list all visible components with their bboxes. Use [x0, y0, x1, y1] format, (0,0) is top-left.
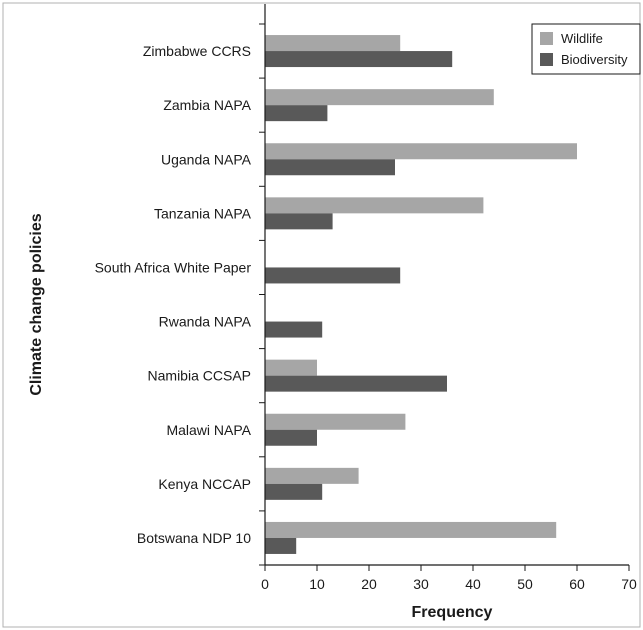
x-tick-label: 70 [621, 576, 637, 592]
category-label: Uganda NAPA [161, 151, 252, 167]
bar-wildlife-9 [265, 521, 557, 538]
x-axis-title: Frequency [412, 604, 493, 621]
legend-label-biodiversity: Biodiversity [561, 52, 628, 67]
x-tick-label: 0 [261, 576, 269, 592]
category-labels: Zimbabwe CCRS Zambia NAPA Uganda NAPA Tanza… [95, 43, 252, 546]
bar-wildlife-3 [265, 197, 484, 214]
bar-biodiversity-9 [265, 537, 297, 554]
bar-wildlife-8 [265, 467, 359, 484]
category-label: Botswana NDP 10 [137, 530, 251, 546]
category-label: Namibia CCSAP [148, 368, 251, 384]
bar-biodiversity-6 [265, 375, 447, 392]
bar-biodiversity-5 [265, 321, 323, 338]
x-tick-label: 10 [309, 576, 325, 592]
bar-wildlife-7 [265, 413, 406, 430]
legend-swatch-wildlife [540, 32, 553, 45]
bar-wildlife-6 [265, 359, 317, 376]
x-tick-label: 20 [361, 576, 377, 592]
bar-biodiversity-7 [265, 429, 317, 446]
category-label: Malawi NAPA [166, 422, 251, 438]
x-tick-label: 60 [569, 576, 585, 592]
category-label: Rwanda NAPA [159, 314, 252, 330]
bar-biodiversity-2 [265, 159, 395, 176]
legend-label-wildlife: Wildlife [561, 31, 603, 46]
bar-biodiversity-4 [265, 267, 401, 284]
category-label: Zambia NAPA [163, 97, 251, 113]
x-tick-label: 50 [517, 576, 533, 592]
bar-wildlife-0 [265, 35, 401, 52]
y-axis-title: Climate change policies [28, 213, 45, 395]
legend-swatch-biodiversity [540, 53, 553, 66]
x-tick-label: 30 [413, 576, 429, 592]
category-label: Kenya NCCAP [158, 476, 251, 492]
category-label: Zimbabwe CCRS [143, 43, 251, 59]
bar-wildlife-2 [265, 143, 577, 160]
x-tick-label: 40 [465, 576, 481, 592]
bar-wildlife-1 [265, 89, 494, 106]
x-axis-ticks: 0 10 20 30 40 50 60 70 [259, 23, 637, 592]
bar-biodiversity-3 [265, 213, 333, 230]
bar-biodiversity-8 [265, 483, 323, 500]
legend: Wildlife Biodiversity [531, 23, 641, 75]
category-label: South Africa White Paper [95, 259, 252, 275]
bar-biodiversity-0 [265, 51, 453, 68]
bars-group [265, 35, 577, 554]
bar-biodiversity-1 [265, 105, 328, 122]
category-label: Tanzania NAPA [154, 205, 252, 221]
